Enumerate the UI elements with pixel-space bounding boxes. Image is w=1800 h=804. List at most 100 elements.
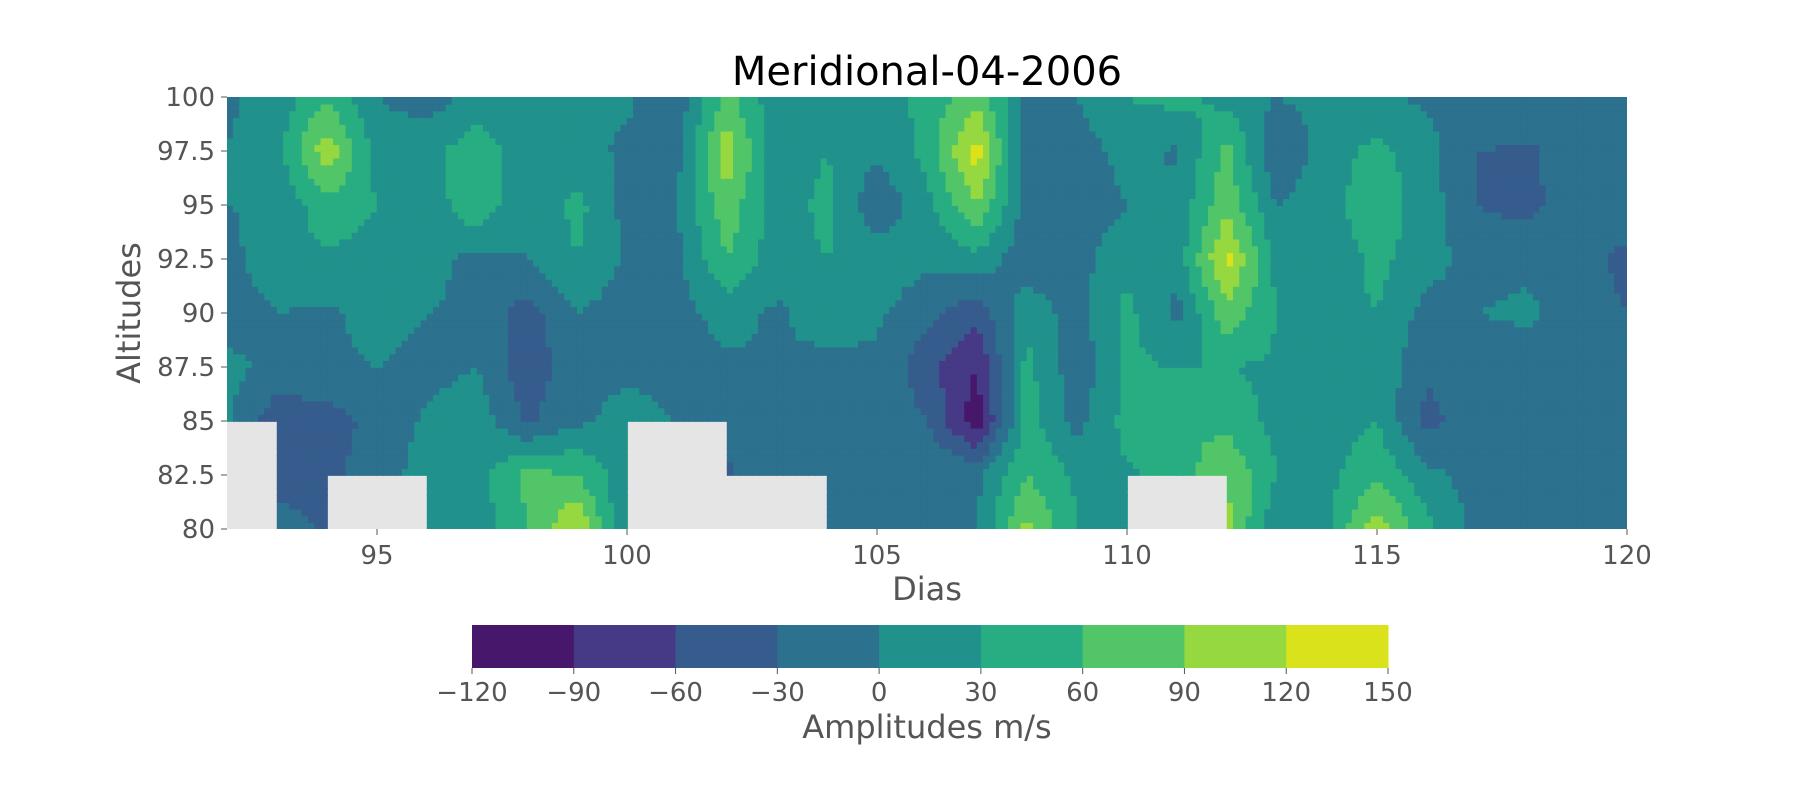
- contour-cell: [1620, 501, 1627, 510]
- contour-cell: [826, 481, 835, 490]
- contour-cell: [1120, 508, 1128, 517]
- contour-cell: [264, 333, 272, 341]
- contour-cell: [776, 461, 785, 470]
- contour-cell: [845, 414, 853, 422]
- contour-cell: [770, 434, 778, 443]
- contour-cell: [1351, 420, 1360, 429]
- contour-cell: [858, 420, 866, 429]
- contour-cell: [839, 515, 847, 524]
- contour-cell: [283, 373, 291, 382]
- contour-cell: [283, 515, 291, 524]
- contour-cell: [326, 461, 335, 470]
- contour-cell: [1439, 454, 1447, 463]
- contour-cell: [458, 434, 466, 443]
- contour-cell: [1308, 387, 1316, 395]
- contour-cell: [839, 427, 847, 436]
- contour-cell: [526, 515, 535, 524]
- contour-cell: [570, 393, 578, 402]
- contour-cell: [1333, 373, 1341, 382]
- contour-cell: [1614, 434, 1622, 443]
- contour-cell: [408, 339, 416, 348]
- contour-cell: [389, 393, 397, 402]
- contour-cell: [227, 353, 235, 362]
- contour-cell: [489, 420, 497, 429]
- contour-cell: [227, 326, 235, 335]
- contour-cell: [301, 434, 310, 443]
- contour-cell: [733, 366, 741, 375]
- contour-cell: [270, 400, 278, 409]
- contour-cell: [276, 515, 285, 524]
- contour-cell: [1201, 393, 1210, 402]
- contour-cell: [439, 373, 447, 382]
- contour-cell: [1320, 461, 1328, 470]
- contour-cell: [1101, 522, 1110, 529]
- contour-cell: [739, 366, 747, 375]
- contour-cell: [1176, 427, 1185, 436]
- contour-cell: [270, 339, 278, 348]
- contour-cell: [1108, 447, 1116, 456]
- contour-cell: [1039, 373, 1047, 382]
- contour-cell: [1295, 427, 1303, 436]
- contour-cell: [1239, 508, 1247, 517]
- contour-cell: [501, 312, 510, 321]
- contour-cell: [414, 380, 422, 389]
- contour-cell: [1239, 427, 1247, 436]
- contour-cell: [1264, 454, 1272, 463]
- contour-cell: [1195, 427, 1203, 436]
- contour-cell: [289, 339, 297, 348]
- contour-cell: [1226, 420, 1235, 429]
- contour-cell: [470, 515, 478, 524]
- contour-cell: [370, 366, 378, 375]
- contour-cell: [745, 434, 753, 443]
- contour-cell: [333, 373, 341, 382]
- contour-cell: [1595, 387, 1603, 395]
- contour-cell: [1239, 414, 1247, 422]
- contour-cell: [1545, 373, 1553, 382]
- contour-cell: [1458, 414, 1466, 422]
- contour-cell: [239, 339, 247, 348]
- contour-cell: [776, 447, 785, 456]
- contour-cell: [433, 495, 441, 503]
- contour-cell: [858, 508, 866, 517]
- contour-cell: [1545, 522, 1553, 529]
- contour-cell: [795, 373, 803, 382]
- contour-cell: [1489, 508, 1497, 517]
- contour-cell: [414, 333, 422, 341]
- contour-cell: [895, 488, 903, 497]
- contour-cell: [995, 522, 1003, 529]
- contour-cell: [1145, 373, 1153, 382]
- contour-cell: [539, 434, 547, 443]
- contour-cell: [801, 380, 810, 389]
- contour-cell: [1283, 441, 1291, 449]
- contour-cell: [958, 447, 966, 456]
- contour-cell: [1383, 414, 1391, 422]
- contour-cell: [1589, 447, 1597, 456]
- contour-cell: [339, 373, 347, 382]
- contour-cell: [1576, 414, 1585, 422]
- contour-cell: [289, 441, 297, 449]
- contour-cell: [901, 441, 910, 449]
- contour-cell: [1351, 501, 1360, 510]
- contour-cell: [583, 481, 591, 490]
- contour-cell: [414, 353, 422, 362]
- contour-cell: [464, 346, 472, 355]
- contour-cell: [501, 326, 510, 335]
- contour-cell: [333, 461, 341, 470]
- contour-cell: [1401, 461, 1410, 470]
- contour-cell: [401, 434, 410, 443]
- contour-cell: [1401, 414, 1410, 422]
- contour-cell: [951, 427, 960, 436]
- contour-cell: [276, 461, 285, 470]
- contour-cell: [370, 380, 378, 389]
- contour-cell: [1433, 414, 1441, 422]
- contour-cell: [1458, 501, 1466, 510]
- contour-cell: [1076, 454, 1085, 463]
- contour-cell: [245, 380, 253, 389]
- contour-cell: [489, 360, 497, 368]
- contour-cell: [495, 387, 503, 395]
- contour-cell: [326, 366, 335, 375]
- contour-cell: [983, 366, 991, 375]
- contour-cell: [1445, 488, 1453, 497]
- contour-cell: [1451, 522, 1460, 529]
- contour-cell: [664, 380, 672, 389]
